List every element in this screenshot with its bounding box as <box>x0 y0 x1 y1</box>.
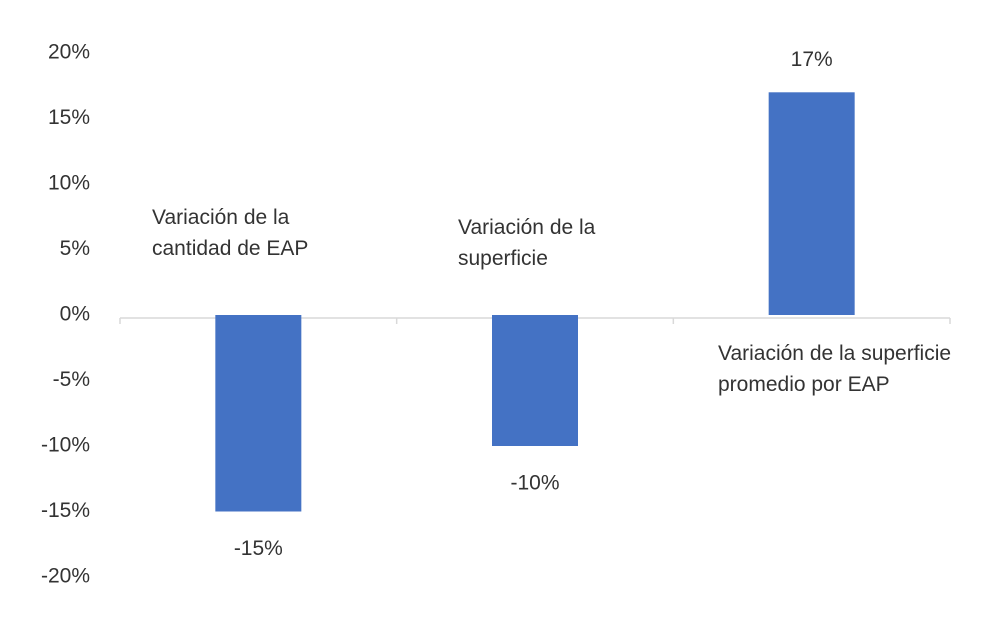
y-tick-label: 20% <box>48 41 90 64</box>
y-tick-label: 0% <box>60 303 90 326</box>
value-label: -15% <box>234 537 283 560</box>
y-tick-label: 5% <box>60 237 90 260</box>
bar <box>215 315 302 512</box>
y-tick-label: -20% <box>41 565 90 588</box>
y-tick-label: -15% <box>41 499 90 522</box>
bar <box>492 315 578 446</box>
category-label: Variación de la cantidad de EAP <box>152 206 309 260</box>
category-label: Variación de la superficie <box>458 216 596 270</box>
bar <box>768 92 855 315</box>
y-tick-label: 15% <box>48 106 90 129</box>
y-tick-label: 10% <box>48 172 90 195</box>
y-tick-label: -10% <box>41 434 90 457</box>
y-tick-label: -5% <box>53 368 90 391</box>
category-label: Variación de la superficie promedio por … <box>718 342 952 396</box>
value-label: -10% <box>510 472 559 495</box>
value-label: 17% <box>791 48 833 71</box>
